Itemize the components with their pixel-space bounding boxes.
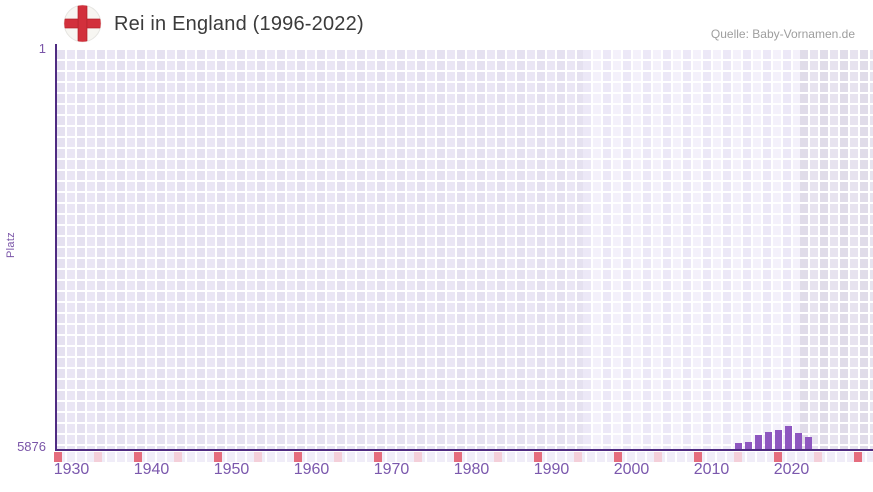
- x-minor-tick: [253, 452, 262, 462]
- bar-2019: [775, 430, 782, 449]
- england-flag-icon: [63, 4, 102, 43]
- y-axis-tick-label-top: 1: [38, 41, 46, 56]
- x-major-tick: [453, 452, 462, 462]
- x-major-tick: [213, 452, 222, 462]
- x-axis-label: 2020: [773, 461, 810, 478]
- x-minor-tick: [333, 452, 342, 462]
- x-minor-tick: [93, 452, 102, 462]
- x-minor-tick: [173, 452, 182, 462]
- x-major-tick: [613, 452, 622, 462]
- x-axis-cell-row: [57, 452, 873, 462]
- y-axis-label: Platz: [5, 232, 17, 258]
- x-major-tick: [773, 452, 782, 462]
- x-axis-label: 2010: [693, 461, 730, 478]
- x-axis-label: 1930: [53, 461, 90, 478]
- x-major-tick: [293, 452, 302, 462]
- x-axis-label: 1950: [213, 461, 250, 478]
- x-axis-label: 1990: [533, 461, 570, 478]
- x-axis-label: 2000: [613, 461, 650, 478]
- x-axis-label: 1970: [373, 461, 410, 478]
- bar-2020: [785, 426, 792, 449]
- bar-2018: [765, 432, 772, 449]
- x-major-tick: [853, 452, 862, 462]
- source-attribution: Quelle: Baby-Vornamen.de: [710, 27, 855, 41]
- y-axis-line: [55, 44, 57, 451]
- x-major-tick: [373, 452, 382, 462]
- plot-background-post-band: [800, 50, 873, 449]
- highlight-band-1996-2022: [583, 50, 800, 449]
- x-major-tick: [693, 452, 702, 462]
- x-minor-tick: [493, 452, 502, 462]
- bar-2021: [795, 433, 802, 449]
- bar-2017: [755, 435, 762, 449]
- x-axis-label: 1980: [453, 461, 490, 478]
- x-major-tick: [533, 452, 542, 462]
- x-major-tick: [53, 452, 62, 462]
- x-axis-label: 1960: [293, 461, 330, 478]
- x-minor-tick: [653, 452, 662, 462]
- x-major-tick: [133, 452, 142, 462]
- y-axis-tick-label-bottom: 5876: [17, 439, 46, 454]
- x-minor-tick: [413, 452, 422, 462]
- plot-background-pre-band: [57, 50, 583, 449]
- bar-2022: [805, 437, 812, 449]
- bar-2016: [745, 442, 752, 449]
- x-minor-tick: [573, 452, 582, 462]
- x-axis-label: 1940: [133, 461, 170, 478]
- bar-2015: [735, 443, 742, 449]
- x-minor-tick: [813, 452, 822, 462]
- x-axis-line: [55, 449, 873, 451]
- x-minor-tick: [733, 452, 742, 462]
- chart-title: Rei in England (1996-2022): [114, 13, 364, 35]
